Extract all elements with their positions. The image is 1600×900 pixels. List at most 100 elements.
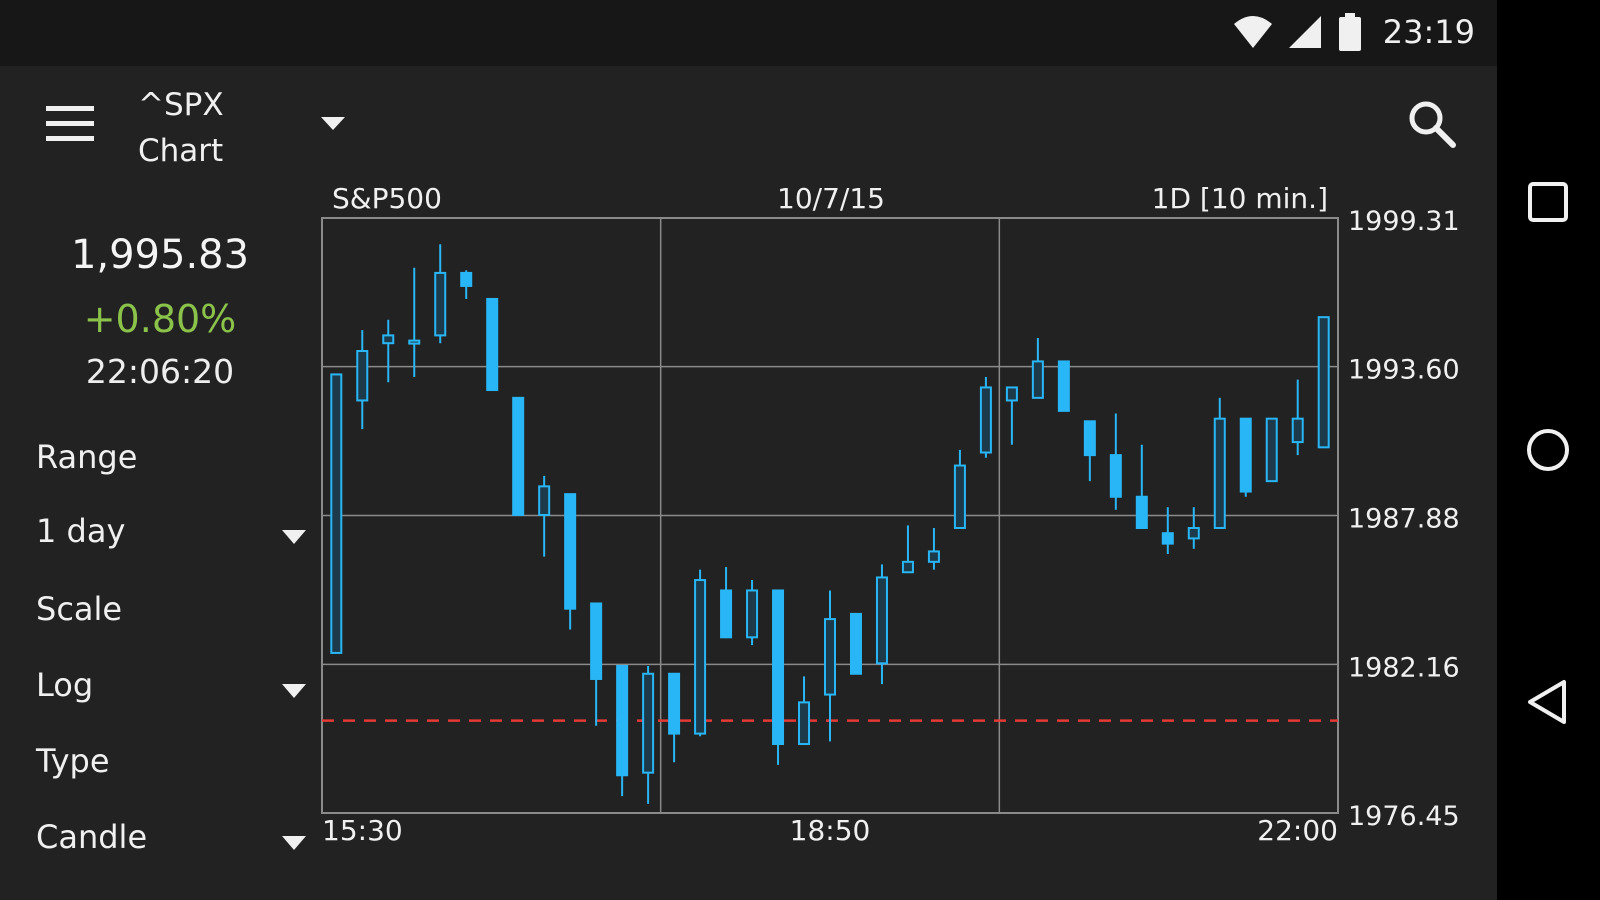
recents-button[interactable] [1522,176,1574,228]
range-label: Range [36,438,138,476]
back-triangle-icon [1528,680,1566,724]
chart-header-center: 10/7/15 [777,182,885,215]
candle [1135,444,1148,529]
status-icons: 23:19 [1233,12,1475,52]
battery-icon [1338,13,1361,51]
range-value: 1 day [36,512,126,550]
candle [1187,507,1200,549]
recents-square-icon [1528,182,1568,222]
candle-body [1265,417,1278,483]
candle-body [486,297,499,392]
view-subtitle: Chart [138,133,224,169]
candle [798,676,811,746]
candle [356,330,369,430]
symbol-title: ^SPX [138,87,224,123]
candle-body [590,602,603,680]
candlestick-chart[interactable]: S&P500 10/7/15 1D [10 min.] 1999.31 1993.… [310,178,1495,848]
candle [720,567,733,639]
candle [1031,337,1044,399]
scale-value: Log [36,666,94,704]
candle-body [746,589,759,639]
candle [486,297,499,392]
system-nav-bar [1497,0,1600,900]
candle [824,590,836,742]
candle [590,602,603,726]
candle-body [460,271,473,287]
candle-body [1057,360,1070,412]
quote-price: 1,995.83 [70,232,250,278]
candle-body [1005,386,1018,402]
scale-chevron-down-icon [282,684,306,698]
scale-label: Scale [36,590,123,628]
candle-body [356,350,369,402]
candle [1083,420,1096,482]
candle-body [694,579,707,735]
home-button[interactable] [1522,424,1574,476]
candle-body [538,485,551,516]
candle [330,373,343,654]
type-label: Type [36,742,110,780]
candle [1291,379,1304,456]
chart-header-left: S&P500 [332,182,442,215]
scale-select[interactable]: Log [36,666,308,716]
candle [875,564,888,685]
candle [772,589,785,765]
type-select[interactable]: Candle [36,818,308,868]
menu-icon[interactable] [44,102,96,146]
quote-change: +0.80% [83,297,237,341]
x-tick-label: 15:30 [322,814,403,847]
candle-body [875,576,888,665]
symbol-selector[interactable]: ^SPX Chart [138,82,224,174]
candle [434,244,447,344]
candle-body [382,334,395,345]
y-tick-label: 1982.16 [1348,652,1460,683]
candle-body [901,560,914,574]
candle-body [772,589,785,746]
signal-icon [1288,16,1321,48]
candle [927,527,940,570]
candle-body [1161,532,1174,545]
y-axis-labels: 1999.31 1993.60 1987.88 1982.16 1976.45 [1348,206,1460,832]
status-bar: 23:19 [0,0,1497,66]
candle-body [616,664,629,777]
candle-body [408,339,421,345]
y-tick-label: 1999.31 [1348,206,1460,237]
range-select[interactable]: 1 day [36,512,308,562]
candle-body [1109,454,1122,498]
candle-body [824,618,836,696]
candle [382,319,395,383]
search-icon[interactable] [1406,98,1458,150]
quote-time: 22:06:20 [85,352,235,391]
candle [564,493,577,630]
candle-body [1135,495,1148,529]
candle-body [1239,417,1252,493]
candle [953,449,966,529]
candle-body [564,493,577,610]
x-axis-labels: 15:30 18:50 22:00 [322,814,1338,847]
candle [901,525,914,574]
candle-body [512,396,525,516]
status-time: 23:19 [1382,13,1475,51]
y-tick-label: 1987.88 [1348,504,1460,535]
candle-body [927,550,940,563]
candle [616,664,629,797]
candle-body [1187,526,1200,540]
y-tick-label: 1993.60 [1348,355,1460,386]
candles [330,244,1330,804]
type-chevron-down-icon [282,836,306,850]
candle [1161,507,1174,555]
candle [460,270,473,299]
x-tick-label: 22:00 [1257,814,1338,847]
back-button[interactable] [1522,676,1574,728]
candle [1317,316,1330,449]
candle-body [668,672,681,735]
candle [538,475,551,557]
candle-body [720,589,733,639]
home-circle-icon [1527,429,1569,471]
candle-body [1031,360,1044,399]
dropdown-caret-icon[interactable] [318,112,348,134]
candle-body [1083,420,1096,457]
chart-header-right: 1D [10 min.] [1152,182,1328,215]
candle-body [1291,417,1304,444]
candle [746,580,759,646]
